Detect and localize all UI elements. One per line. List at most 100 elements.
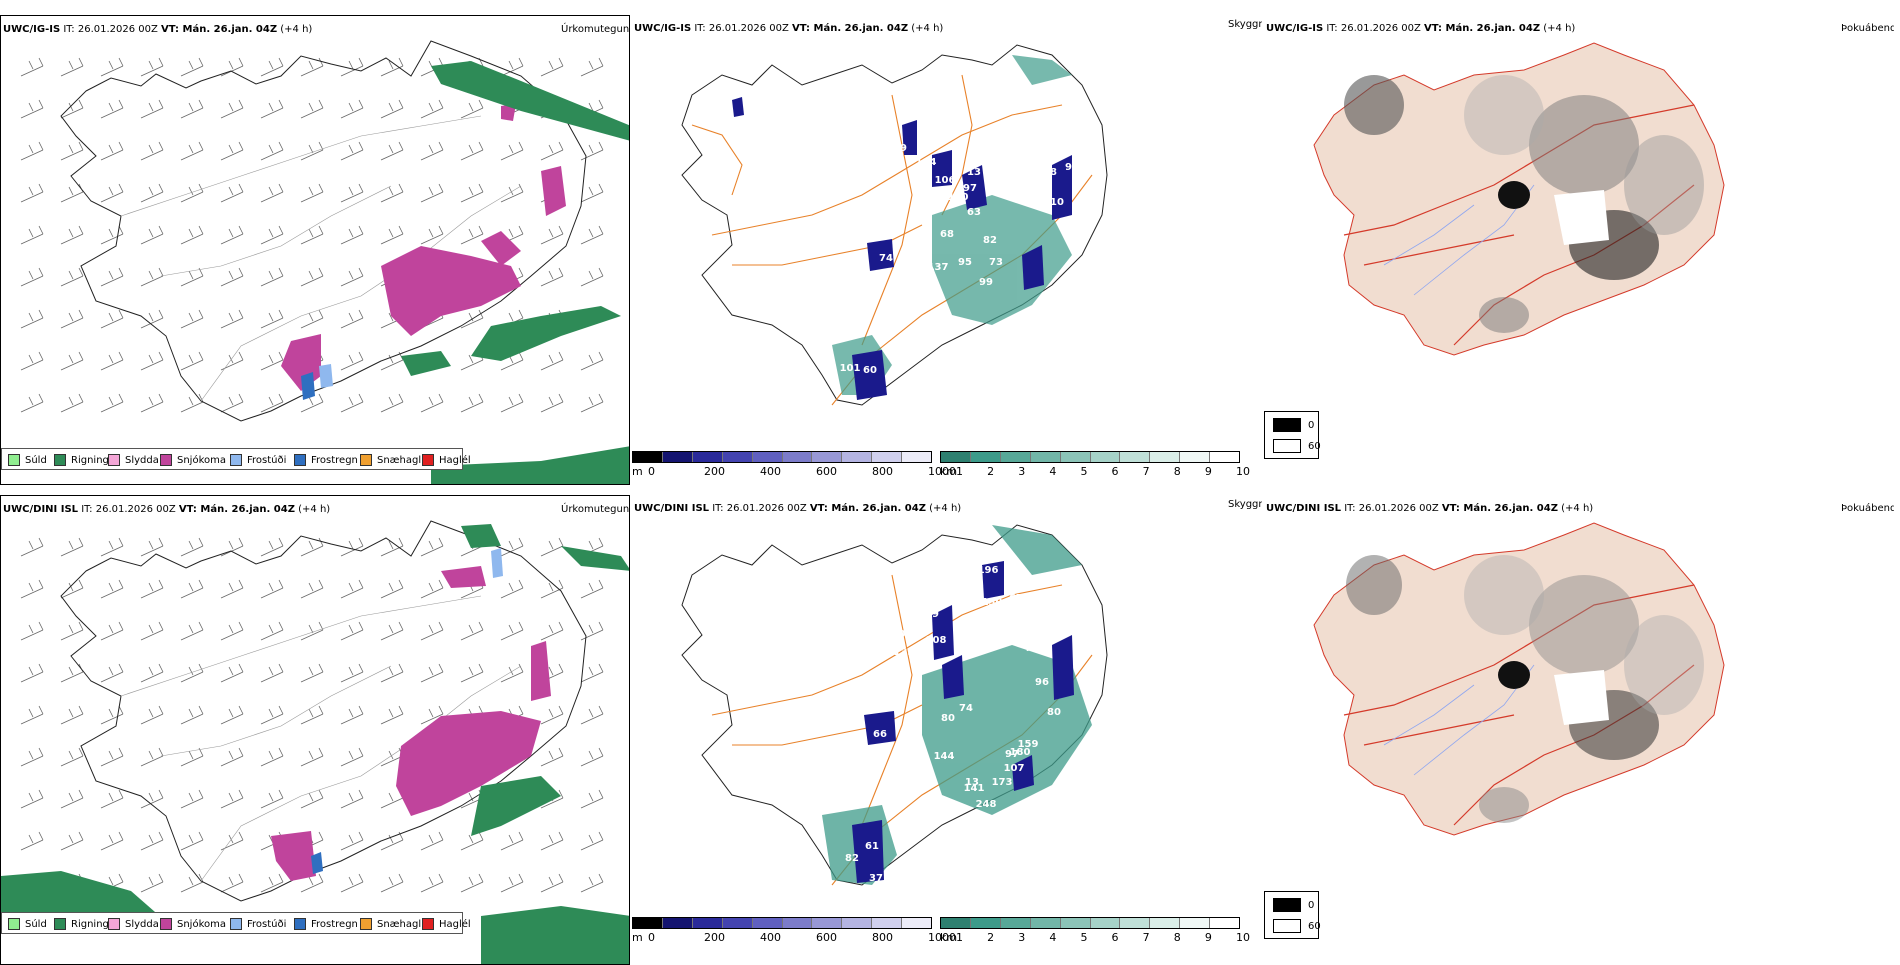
- wind-barb: [340, 183, 364, 203]
- visibility-value-label: 104: [916, 157, 937, 168]
- visibility-value-label: 248: [976, 799, 997, 810]
- wind-barb: [140, 57, 164, 77]
- wind-barb: [540, 141, 564, 161]
- wind-barb: [260, 747, 284, 767]
- wind-barb: [140, 747, 164, 767]
- wind-barb: [100, 621, 124, 641]
- tick-label: 4: [1049, 931, 1057, 944]
- wind-barb: [500, 663, 524, 683]
- legend-item: Frostúði: [230, 453, 286, 467]
- freezing-drizzle-area: [319, 364, 333, 388]
- wind-barb: [380, 831, 404, 851]
- visibility-value-label: 63: [967, 207, 981, 218]
- wind-barb: [580, 267, 604, 287]
- visibility-value-label: 68: [940, 229, 954, 240]
- wind-barb: [140, 705, 164, 725]
- freezing-rain-area: [301, 372, 315, 400]
- visibility-value-label: 101: [840, 363, 861, 374]
- wind-barb: [260, 351, 284, 371]
- fog-map-2: [1313, 522, 1725, 836]
- wind-barb: [540, 267, 564, 287]
- visibility-value-label: 73: [989, 257, 1003, 268]
- wind-barb: [300, 873, 324, 893]
- visibility-value-label: 180: [1010, 747, 1031, 758]
- wind-barb: [20, 579, 44, 599]
- legend-swatch: [422, 454, 434, 466]
- wind-barb: [20, 57, 44, 77]
- tick-label: 5: [1080, 465, 1088, 478]
- iceland-coastline: [60, 520, 587, 902]
- panel-title: Úrkomutegund: [561, 504, 630, 515]
- wind-barb: [100, 225, 124, 245]
- legend-label: Slydda: [125, 918, 159, 930]
- legend-label: Snjókoma: [177, 918, 227, 930]
- wind-barb: [580, 621, 604, 641]
- wind-barb: [100, 393, 124, 413]
- wind-barb: [420, 183, 444, 203]
- visibility-value-label: 130: [982, 597, 1003, 608]
- wind-barb: [20, 267, 44, 287]
- wind-barb: [60, 225, 84, 245]
- visibility-value-label: 233: [1010, 617, 1031, 628]
- fog-map-1: [1313, 42, 1725, 356]
- wind-barb: [380, 57, 404, 77]
- legend-swatch: [360, 918, 372, 930]
- visibility-value-label: 63: [1047, 621, 1061, 632]
- visibility-value-label: 96: [1035, 677, 1049, 688]
- tick-label: 2: [987, 465, 995, 478]
- visibility-value-label: 80: [1047, 707, 1061, 718]
- visibility-value-label: 97: [963, 183, 977, 194]
- wind-barb: [300, 393, 324, 413]
- wind-barb: [220, 873, 244, 893]
- wind-barb: [100, 351, 124, 371]
- wind-barb: [260, 141, 284, 161]
- map-header: UWC/IG-IS IT: 26.01.2026 00Z VT: Mán. 26…: [634, 23, 944, 34]
- wind-barb: [220, 309, 244, 329]
- wind-barb: [220, 351, 244, 371]
- wind-barb: [20, 537, 44, 557]
- panel-title: Þokuábendi: [1841, 503, 1894, 514]
- tick-label: 10: [1236, 465, 1250, 478]
- wind-barb: [180, 873, 204, 893]
- wind-barb: [340, 99, 364, 119]
- fog-value-high: 60: [1308, 920, 1321, 932]
- wind-barb: [340, 225, 364, 245]
- wind-barb: [420, 393, 444, 413]
- visibility-value-label: 29: [893, 143, 907, 154]
- roads: [120, 595, 522, 882]
- legend-item: Súld: [8, 453, 47, 467]
- wind-barb: [260, 537, 284, 557]
- wind-barb: [580, 351, 604, 371]
- legend-swatch: [160, 454, 172, 466]
- wind-barb: [380, 99, 404, 119]
- wind-barb: [260, 789, 284, 809]
- visibility-value-label: 190: [1020, 145, 1041, 156]
- visibility-value-label: 80: [941, 713, 955, 724]
- wind-barb: [340, 537, 364, 557]
- wind-barb: [500, 141, 524, 161]
- fog-shading: [1344, 75, 1704, 333]
- wind-barb: [60, 141, 84, 161]
- wind-barb: [420, 141, 444, 161]
- legend-label: Frostúði: [247, 918, 287, 930]
- unit-label: km: [940, 931, 958, 944]
- wind-barb: [180, 789, 204, 809]
- wind-barb: [140, 309, 164, 329]
- legend-label: Haglél: [439, 454, 471, 466]
- wind-barb: [340, 621, 364, 641]
- tick-label: 9: [1204, 465, 1212, 478]
- wind-barb: [220, 663, 244, 683]
- legend-swatch: [422, 918, 434, 930]
- wind-barb: [260, 183, 284, 203]
- fog-swatch-light: [1273, 439, 1301, 453]
- wind-barb: [340, 705, 364, 725]
- freezing-rain-area: [311, 852, 323, 874]
- wind-barb: [420, 663, 444, 683]
- visibility-value-label: 99: [1065, 162, 1079, 173]
- tick-label: 9: [1204, 931, 1212, 944]
- visibility-value-label: 48: [1043, 167, 1057, 178]
- wind-barb: [340, 663, 364, 683]
- visibility-color-bar: [940, 451, 1240, 463]
